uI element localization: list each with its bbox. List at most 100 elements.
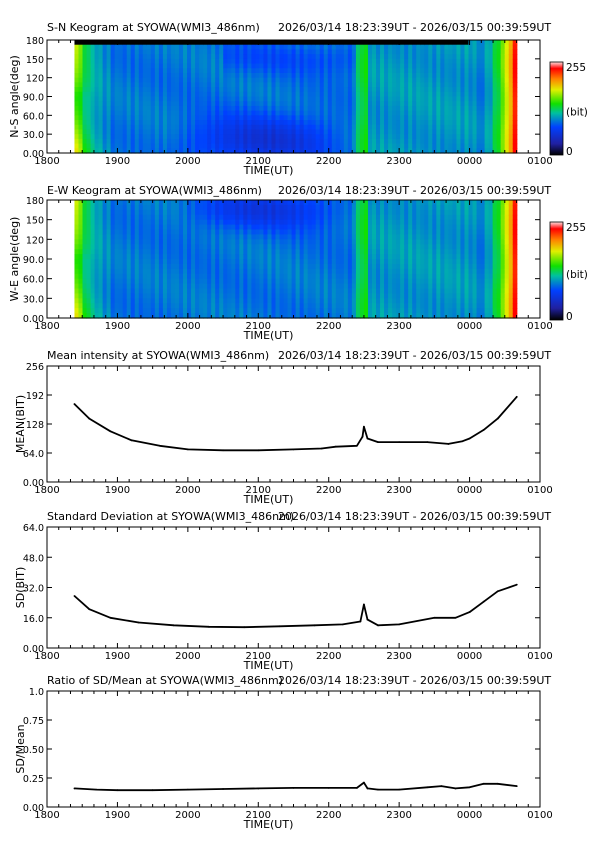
keogram-cell: [372, 143, 377, 149]
keogram-cell: [323, 138, 329, 145]
keogram-cell: [424, 129, 429, 135]
keogram-cell: [110, 308, 116, 314]
keogram-cell: [86, 129, 92, 135]
keogram-cell: [82, 224, 88, 231]
keogram-cell: [247, 288, 252, 295]
keogram-cell: [166, 115, 172, 121]
keogram-cell: [428, 49, 433, 55]
keogram-cell: [315, 91, 321, 98]
keogram-cell: [440, 234, 445, 240]
keogram-cell: [255, 63, 261, 69]
keogram-cell: [472, 91, 478, 98]
keogram-cell: [363, 143, 369, 149]
keogram-cell: [259, 58, 265, 65]
keogram-cell: [428, 293, 433, 299]
keogram-cell: [146, 204, 152, 211]
keogram-cell: [440, 229, 445, 236]
keogram-cell: [166, 263, 172, 270]
keogram-cell: [412, 244, 417, 250]
keogram-cell: [134, 200, 140, 206]
keogram-cell: [227, 120, 232, 126]
keogram-cell: [448, 58, 454, 65]
keogram-cell: [327, 254, 333, 260]
keogram-cell: [291, 268, 297, 275]
keogram-cell: [166, 49, 172, 55]
keogram-cell: [271, 129, 277, 135]
keogram-cell: [154, 105, 160, 112]
keogram-cell: [400, 244, 405, 250]
keogram-cell: [355, 40, 361, 46]
keogram-cell: [90, 200, 96, 206]
keogram-cell: [110, 298, 116, 304]
keogram-cell: [380, 72, 385, 79]
keogram-cell: [267, 204, 273, 211]
keogram-cell: [452, 124, 458, 131]
keogram-cell: [166, 68, 172, 74]
keogram-cell: [456, 68, 462, 74]
keogram-cell: [359, 239, 365, 245]
keogram-cell: [215, 283, 220, 290]
keogram-cell: [428, 96, 433, 102]
keogram-cell: [82, 249, 88, 255]
keogram-cell: [195, 313, 200, 319]
keogram-cell: [271, 87, 277, 93]
keogram-cell: [311, 115, 317, 121]
keogram-cell: [259, 239, 265, 245]
keogram-cell: [372, 229, 377, 236]
keogram-cell: [500, 134, 506, 140]
keogram-cell: [319, 129, 325, 135]
keogram-cell: [488, 101, 494, 107]
keogram-cell: [351, 278, 357, 285]
keogram-cell: [404, 124, 409, 131]
keogram-cell: [239, 72, 244, 79]
keogram-cell: [247, 249, 252, 255]
keogram-cell: [223, 283, 228, 290]
keogram-cell: [219, 129, 224, 135]
keogram-cell: [295, 298, 301, 304]
keogram-cell: [90, 283, 96, 290]
keogram-cell: [351, 288, 357, 295]
keogram-cell: [492, 120, 498, 126]
keogram-cell: [339, 96, 345, 102]
keogram-cell: [122, 77, 128, 83]
keogram-cell: [283, 308, 289, 314]
keogram-cell: [86, 263, 92, 270]
keogram-cell: [94, 214, 100, 221]
keogram-cell: [162, 214, 168, 221]
keogram-cell: [279, 244, 285, 250]
keogram-cell: [315, 234, 321, 240]
keogram-cell: [380, 204, 385, 211]
keogram-cell: [404, 72, 409, 79]
keogram-cell: [416, 278, 421, 285]
keogram-cell: [428, 268, 433, 275]
keogram-cell: [78, 288, 84, 295]
keogram-cell: [203, 303, 208, 309]
keogram-cell: [94, 54, 100, 60]
keogram-cell: [416, 148, 421, 154]
keogram-cell: [496, 82, 502, 88]
keogram-cell: [367, 143, 373, 149]
keogram-cell: [351, 259, 357, 265]
keogram-cell: [444, 105, 450, 112]
keogram-cell: [307, 200, 313, 206]
keogram-cell: [444, 268, 450, 275]
keogram-cell: [86, 44, 92, 51]
keogram-cell: [295, 219, 301, 226]
keogram-cell: [247, 54, 252, 60]
keogram-cell: [347, 200, 353, 206]
keogram-cell: [476, 82, 482, 88]
keogram-cell: [363, 293, 369, 299]
keogram-cell: [255, 124, 261, 131]
keogram-cell: [251, 219, 257, 226]
keogram-cell: [98, 283, 104, 290]
keogram-cell: [323, 204, 329, 211]
keogram-cell: [279, 209, 285, 216]
keogram-cell: [227, 219, 232, 226]
keogram-cell: [400, 288, 405, 295]
keogram-cell: [122, 63, 128, 69]
keogram-cell: [78, 254, 84, 260]
keogram-cell: [508, 44, 514, 51]
keogram-cell: [359, 91, 365, 98]
keogram-cell: [150, 200, 156, 206]
keogram-cell: [440, 96, 445, 102]
